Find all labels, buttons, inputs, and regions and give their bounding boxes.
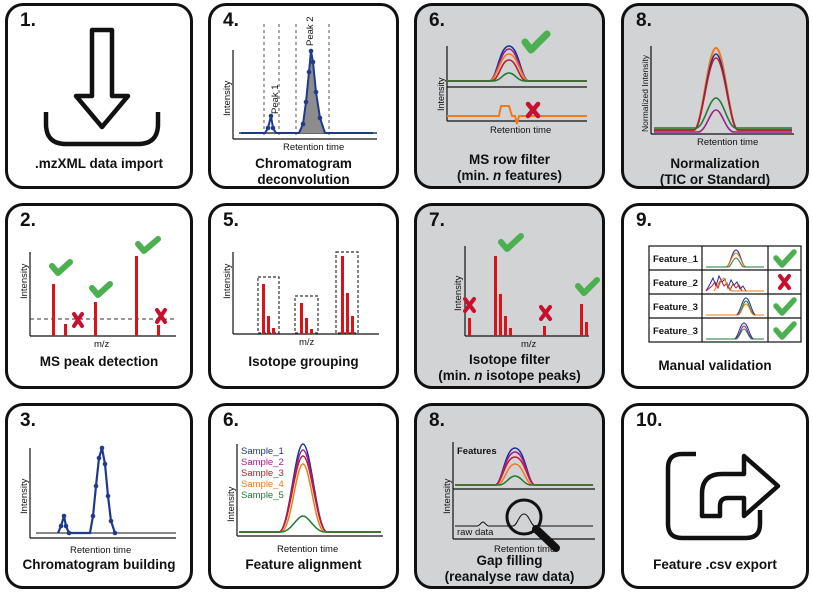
chromatogram-building-plot: Intensity Retention time	[19, 445, 176, 556]
y-axis-label: Normalized Intensity	[640, 54, 650, 132]
panel-number: 6.	[223, 410, 239, 431]
panel-number: 8.	[636, 10, 652, 31]
validation-table: Feature_1 Feature_2 Feature_3 Feature_3	[648, 245, 802, 343]
panel-number: 2.	[20, 210, 36, 231]
isotope-grouping-plot: Intensity m/z	[222, 251, 379, 348]
panel-caption: .mzXML data import	[34, 156, 163, 171]
panel-caption: Isotope grouping	[248, 354, 359, 369]
cross-icon	[72, 312, 84, 328]
legend-sample-1: Sample_1	[241, 446, 284, 457]
cross-icon	[539, 305, 552, 321]
panel-chromatogram-deconvolution: 4. Intensity Retention time Peak 1 Peak …	[208, 3, 399, 189]
magnifier-icon	[505, 498, 560, 552]
deconvolution-plot: Intensity Retention time Peak 1 Peak 2	[222, 16, 377, 153]
panel-caption: Feature alignment	[245, 557, 362, 572]
panel-caption: Gap filling (reanalyse raw data)	[444, 553, 575, 584]
panel-caption: Isotope filter (min. n isotope peaks)	[438, 352, 581, 383]
panel-feature-export: 10. Feature .csv export	[621, 403, 809, 589]
panel-number: 1.	[20, 10, 36, 31]
cross-icon	[525, 101, 541, 119]
legend-sample-2: Sample_2	[241, 457, 284, 468]
features-label: Features	[457, 446, 497, 457]
panel-number: 9.	[636, 210, 652, 231]
y-axis-label: Intensity	[436, 77, 446, 111]
normalization-plot: Normalized Intensity Retention time	[640, 46, 794, 148]
panel-number: 8.	[429, 410, 445, 431]
panel-feature-alignment: 6. Sample_1 Sample_2 Sample_3 Sample_4 S…	[208, 403, 399, 589]
x-axis-label: m/z	[94, 339, 110, 350]
panel-caption: Chromatogram building	[22, 557, 176, 572]
check-icon	[575, 277, 600, 296]
y-axis-label: Intensity	[19, 263, 30, 299]
x-axis-label: Retention time	[697, 137, 758, 148]
y-axis-label: Intensity	[19, 478, 30, 514]
legend-sample-5: Sample_5	[241, 490, 284, 501]
legend-sample-4: Sample_4	[241, 479, 284, 490]
panel-number: 10.	[636, 410, 663, 431]
panel-manual-validation: 9. Feature_1 Feature_2 Feature_3 Feature…	[621, 203, 809, 389]
panel-ms-row-filter: 6. Intensity Retention time MS row filte…	[414, 3, 605, 189]
feature-label: Feature_1	[653, 254, 699, 265]
panel-caption: MS row filter (min. n features)	[456, 152, 563, 183]
isotope-filter-plot: Intensity m/z	[453, 233, 600, 350]
peak-1-label: Peak 1	[270, 84, 281, 114]
y-axis-label: Intensity	[226, 486, 237, 522]
x-axis-label: Retention time	[494, 544, 555, 555]
panel-isotope-filter: 7. Intensity m/z Isotope filter (min. n …	[414, 203, 605, 389]
y-axis-label: Intensity	[222, 263, 233, 299]
panel-caption: MS peak detection	[39, 354, 159, 369]
feature-label: Feature_2	[653, 278, 698, 289]
x-axis-label: Retention time	[283, 142, 344, 153]
feature-label: Feature_3	[653, 302, 698, 313]
panel-number: 4.	[223, 10, 239, 31]
check-icon	[135, 236, 161, 254]
check-icon	[89, 281, 113, 298]
panel-normalization: 8. Normalized Intensity Retention time N…	[621, 3, 809, 189]
row-filter-plot: Intensity Retention time	[436, 30, 587, 136]
cross-icon	[778, 274, 791, 290]
panel-number: 3.	[20, 410, 36, 431]
panel-number: 6.	[429, 10, 445, 31]
x-axis-label: Retention time	[70, 545, 131, 556]
check-icon	[498, 233, 524, 252]
y-axis-label: Intensity	[442, 478, 453, 514]
panel-caption: Chromatogram deconvolution	[255, 156, 352, 187]
panel-caption: Manual validation	[658, 358, 772, 373]
panel-number: 7.	[429, 210, 445, 231]
panel-number: 5.	[223, 210, 239, 231]
panel-isotope-grouping: 5. Intensity m/z Isotope grouping	[208, 203, 399, 389]
x-axis-label: Retention time	[277, 544, 338, 555]
x-axis-label: m/z	[299, 337, 315, 348]
panel-chromatogram-building: 3. Intensity Retention time Chromatogram…	[5, 403, 193, 589]
panel-mzxml-import: 1. .mzXML data import	[5, 3, 193, 189]
gap-filling-plot: Features raw data Intensity Retention ti…	[442, 442, 595, 555]
y-axis-label: Intensity	[222, 80, 233, 116]
check-icon	[773, 321, 797, 340]
check-icon	[773, 297, 797, 316]
legend-sample-3: Sample_3	[241, 468, 284, 479]
export-arrow-icon	[665, 451, 781, 541]
check-icon	[49, 259, 73, 276]
panel-ms-peak-detection: 2. Intensity m/z MS peak detection	[5, 203, 193, 389]
download-arrow-icon	[43, 27, 161, 147]
peak-2-label: Peak 2	[305, 16, 316, 46]
panel-caption: Feature .csv export	[653, 557, 777, 572]
cross-icon	[155, 308, 167, 324]
raw-data-label: raw data	[457, 527, 494, 538]
cross-icon	[463, 297, 476, 313]
panel-gap-filling: 8. Features raw data Intensity Retention…	[414, 403, 605, 589]
check-icon	[521, 30, 551, 54]
x-axis-label: m/z	[521, 339, 537, 350]
check-icon	[773, 249, 797, 268]
x-axis-label: Retention time	[490, 125, 551, 136]
peak-detection-plot: Intensity m/z	[19, 236, 176, 350]
feature-label: Feature_3	[653, 326, 698, 337]
panel-caption: Normalization (TIC or Standard)	[659, 156, 771, 187]
feature-alignment-plot: Sample_1 Sample_2 Sample_3 Sample_4 Samp…	[226, 443, 383, 555]
y-axis-label: Intensity	[453, 275, 464, 311]
